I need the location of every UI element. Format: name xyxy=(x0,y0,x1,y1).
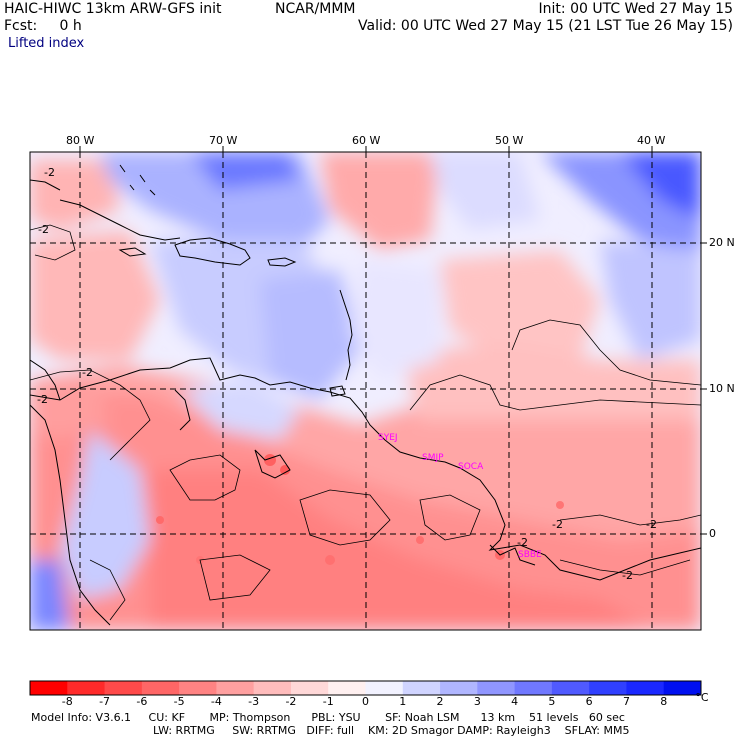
colorbar-tick-label: 0 xyxy=(362,695,369,708)
lat-label: 0 xyxy=(709,527,716,540)
colorbar-frame xyxy=(29,680,702,696)
colorbar-tick-label: -7 xyxy=(99,695,111,708)
lon-label: 40 W xyxy=(637,134,666,147)
station-sbbe: SBBE xyxy=(518,550,542,560)
colorbar-cell xyxy=(440,681,478,695)
colorbar-tick-label: 1 xyxy=(399,695,407,708)
colorbar-tick-label: 7 xyxy=(622,695,630,708)
colorbar-cell xyxy=(67,681,106,695)
lat-label: 20 N xyxy=(709,236,735,249)
colorbar-cell xyxy=(402,681,441,695)
colorbar-cell xyxy=(141,681,180,695)
lon-label: 60 W xyxy=(352,134,381,147)
contour-label: -2 xyxy=(44,166,55,179)
contour-label: -2 xyxy=(552,518,563,531)
colorbar-tick-label: -3 xyxy=(248,695,260,708)
colorbar-cell xyxy=(477,681,516,695)
colorbar-tick-label: -6 xyxy=(136,695,148,708)
colorbar-cell xyxy=(253,681,292,695)
colorbar-cell xyxy=(514,681,553,695)
colorbar-cell xyxy=(216,681,255,695)
colorbar-tick-label: -5 xyxy=(173,695,185,708)
valid-time: Valid: 00 UTC Wed 27 May 15 (21 LST Tue … xyxy=(358,18,733,34)
colorbar-tick-label: 3 xyxy=(473,695,481,708)
model-title: HAIC-HIWC 13km ARW-GFS init xyxy=(4,1,222,17)
model-info-line2: LW: RRTMG SW: RRTMG DIFF: full KM: 2D Sm… xyxy=(153,724,630,737)
colorbar-cell xyxy=(30,681,68,695)
colorbar-cell xyxy=(663,681,702,695)
lon-label: 50 W xyxy=(495,134,524,147)
station-soca: SOCA xyxy=(458,462,484,472)
lat-lon-grid xyxy=(30,152,701,630)
colorbar-cell xyxy=(179,681,217,695)
lat-label: 10 N xyxy=(709,382,735,395)
colorbar-unit: °C xyxy=(695,691,709,704)
shaded-field: -2 -2 -2 -2 -2 -2 -2 -2 SYEJ SMJP SOCA S… xyxy=(30,152,701,630)
colorbar-cell xyxy=(290,681,329,695)
colorbar-cell xyxy=(626,681,665,695)
model-info-line1: Model Info: V3.6.1 CU: KF MP: Thompson P… xyxy=(31,711,625,724)
contour-label: -2 xyxy=(37,393,48,406)
station-syej: SYEJ xyxy=(378,433,398,443)
colorbar-tick-label: -4 xyxy=(210,695,222,708)
colorbar-cells xyxy=(29,680,702,696)
org-label: NCAR/MMM xyxy=(275,1,356,17)
colorbar-tick-label: 2 xyxy=(436,695,444,708)
forecast-hour: Fcst: 0 h xyxy=(4,18,82,34)
colorbar-cell xyxy=(365,681,404,695)
colorbar-cell xyxy=(551,681,590,695)
contour-label: -2 xyxy=(622,569,633,582)
colorbar-tick-label: -8 xyxy=(61,695,73,708)
lon-label: 70 W xyxy=(209,134,238,147)
colorbar-cell xyxy=(589,681,627,695)
colorbar-cell xyxy=(328,681,366,695)
lon-label: 80 W xyxy=(66,134,95,147)
colorbar-tick-label: 8 xyxy=(660,695,668,708)
contour-label: -2 xyxy=(38,223,49,236)
init-time: Init: 00 UTC Wed 27 May 15 xyxy=(538,1,733,17)
colorbar-tick-label: -1 xyxy=(322,695,334,708)
lifted-index-contours xyxy=(30,224,701,621)
contour-label: -2 xyxy=(517,536,528,549)
field-name: Lifted index xyxy=(8,36,85,51)
contour-label: -2 xyxy=(82,366,93,379)
colorbar-tick-label: 4 xyxy=(511,695,519,708)
colorbar-cell xyxy=(104,681,143,695)
colorbar-tick-label: 6 xyxy=(585,695,593,708)
station-smjp: SMJP xyxy=(422,453,444,463)
colorbar-tick-label: 5 xyxy=(548,695,556,708)
contour-label: -2 xyxy=(646,518,657,531)
colorbar-tick-label: -2 xyxy=(285,695,297,708)
